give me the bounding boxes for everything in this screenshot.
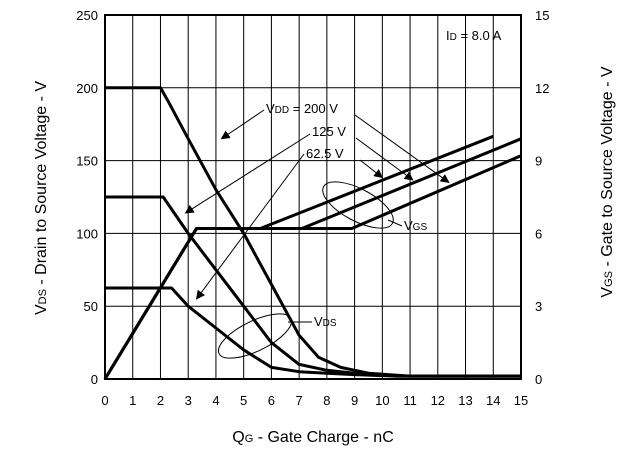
x-tick-label: 15	[514, 393, 528, 408]
x-axis-label: QG - Gate Charge - nC	[232, 429, 394, 446]
tick-labels: 0 1 2 3 4 5 6 7 8 9 10 11 12 13 14 15050100150200250036…	[76, 8, 549, 408]
y-left-tick-label: 0	[91, 372, 98, 387]
vgs-leader	[387, 219, 403, 227]
annotations	[184, 109, 450, 359]
x-tick-label: 11	[403, 393, 417, 408]
y-left-tick-label: 200	[76, 81, 98, 96]
x-tick-label: 6	[268, 393, 275, 408]
vgs-curve-label: VGS	[404, 218, 427, 233]
x-tick-label: 0	[101, 393, 108, 408]
vgs-ellipse	[322, 181, 394, 229]
arrow-vdd-200-vgs	[354, 114, 450, 183]
y-right-tick-label: 15	[535, 8, 549, 23]
y-right-tick-label: 0	[535, 372, 542, 387]
arrow-vdd-62-5-vgs	[359, 159, 384, 179]
y-right-tick-label: 9	[535, 154, 542, 169]
arrow-vdd-62-5-vds	[195, 153, 305, 300]
curves	[103, 86, 522, 380]
y-right-tick-label: 12	[535, 81, 549, 96]
x-tick-label: 12	[431, 393, 445, 408]
arrow-vdd-125-vds	[184, 133, 311, 214]
arrow-vdd-200-vds	[220, 109, 265, 140]
x-tick-label: 8	[323, 393, 330, 408]
y-left-tick-label: 100	[76, 226, 98, 241]
vgs-curve-vdd-125	[103, 137, 522, 380]
vds-curve-vdd-62-5	[105, 286, 521, 378]
arrow-vdd-125-vgs	[355, 137, 414, 181]
vgs-curve-vdd-62-5	[103, 134, 494, 380]
plot-frame	[104, 14, 522, 380]
vdd-label-62-5: 62.5 V	[306, 146, 344, 161]
y-left-axis-label: VDS - Drain to Source Voltage - V	[33, 81, 50, 315]
y-left-tick-label: 150	[76, 154, 98, 169]
x-tick-label: 5	[240, 393, 247, 408]
x-tick-label: 7	[296, 393, 303, 408]
vdd-label-125: 125 V	[312, 124, 346, 139]
y-right-tick-label: 3	[535, 299, 542, 314]
vgs-curve-vdd-200	[103, 154, 522, 380]
x-tick-label: 14	[486, 393, 500, 408]
y-right-tick-label: 6	[535, 226, 542, 241]
x-tick-label: 2	[157, 393, 164, 408]
y-left-tick-label: 250	[76, 8, 98, 23]
grid	[105, 15, 521, 379]
id-condition-label: ID = 8.0 A	[446, 28, 502, 43]
x-tick-label: 4	[212, 393, 219, 408]
vds-ellipse	[217, 313, 293, 359]
y-left-tick-label: 50	[84, 299, 98, 314]
vds-curve-label: VDS	[314, 314, 337, 329]
x-tick-label: 13	[458, 393, 472, 408]
x-tick-label: 1	[129, 393, 136, 408]
x-tick-label: 3	[185, 393, 192, 408]
x-tick-label: 9	[351, 393, 358, 408]
x-tick-label: 10	[375, 393, 389, 408]
vdd-label-200: VDD = 200 V	[266, 101, 338, 116]
y-right-axis-label: VGS - Gate to Source Voltage - V	[599, 66, 616, 297]
